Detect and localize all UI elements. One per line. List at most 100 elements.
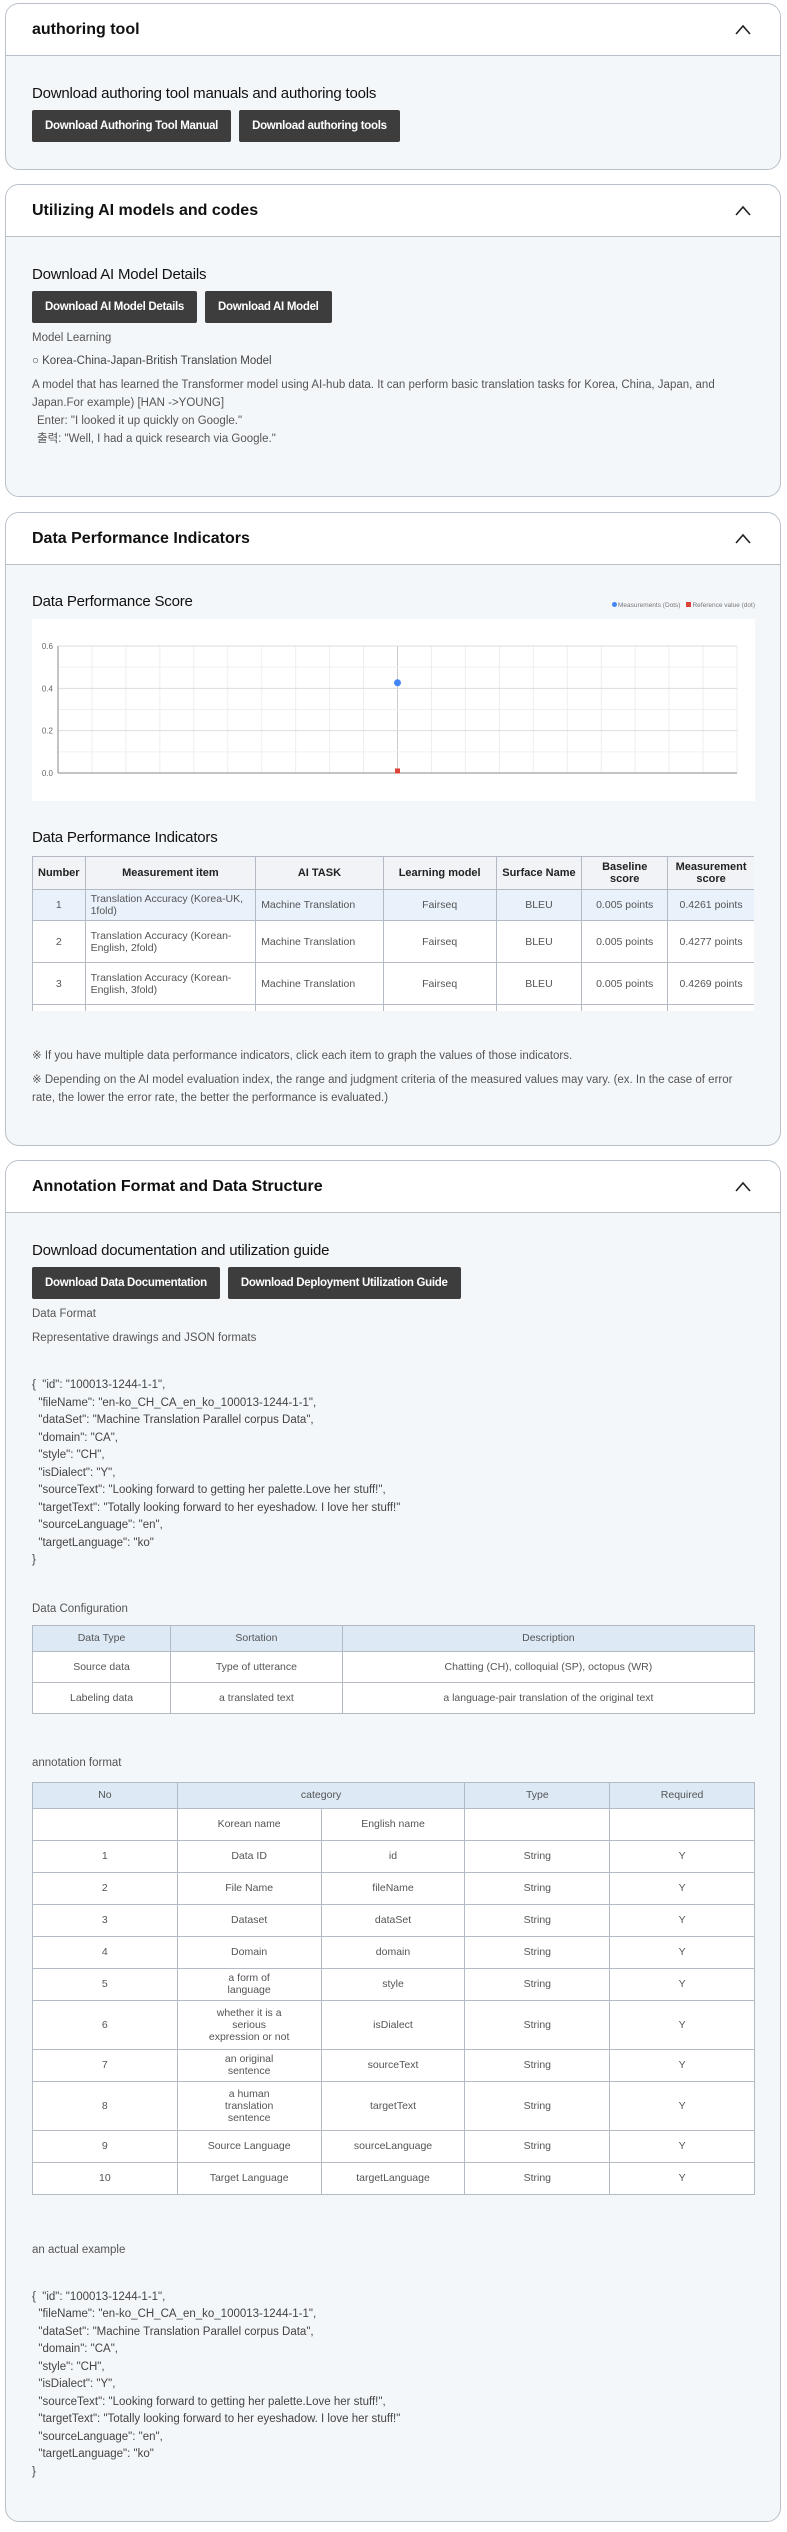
- section-header[interactable]: authoring tool: [6, 4, 780, 56]
- table-row[interactable]: 3 Translation Accuracy (Korean-English, 3…: [32, 962, 754, 1005]
- table-row[interactable]: [32, 1004, 754, 1011]
- json-line: "sourceLanguage": "en",: [32, 2430, 163, 2443]
- table-cell: Y: [609, 1967, 755, 2001]
- table-cell: 3: [32, 962, 86, 1005]
- column-header: Learning model: [382, 856, 497, 890]
- table-cell: 4: [32, 1935, 178, 1969]
- download-ai-model-button[interactable]: Download AI Model: [205, 291, 332, 323]
- json-line: "style": "CH",: [32, 2360, 105, 2373]
- json-line: "isDialect": "Y",: [32, 2378, 116, 2390]
- section-title: Utilizing AI models and codes: [32, 201, 259, 219]
- legend-item-reference: Reference value (dot): [686, 602, 755, 609]
- json-line: "fileName": "en-ko_CH_CA_en_ko_100013-12…: [32, 1396, 317, 1409]
- json-line: { "id": "100013-1244-1-1",: [32, 2290, 166, 2303]
- chevron-up-icon[interactable]: [732, 200, 754, 222]
- column-header: Description: [341, 1624, 756, 1652]
- table-cell: BLEU: [495, 962, 583, 1005]
- json-line: "style": "CH",: [32, 1449, 105, 1461]
- annotation-format-table: No category Type Required Korean name En…: [32, 1781, 755, 2195]
- table-cell: Y: [609, 2161, 755, 2195]
- column-header: Baseline score: [581, 856, 669, 890]
- chart-legend: Measurements (Dots) Reference value (dot…: [611, 602, 755, 609]
- table-cell: Fairseq: [382, 889, 497, 921]
- table-row: Labeling data a translated text a language…: [31, 1681, 756, 1714]
- table-cell: style: [320, 1967, 466, 2001]
- annotation-section: Annotation Format and Data Structure Dow…: [5, 1160, 781, 2522]
- table-cell: 7: [32, 2048, 178, 2082]
- table-row: 1 Data ID id String Y: [32, 1839, 755, 1873]
- section-header[interactable]: Data Performance Indicators: [6, 513, 780, 565]
- json-line: "domain": "CA",: [32, 2343, 118, 2355]
- column-header: Measurement item: [84, 856, 257, 890]
- download-ai-model-details-button[interactable]: Download AI Model Details: [32, 291, 198, 323]
- table-cell: [581, 1004, 669, 1011]
- json-line: "dataSet": "Machine Translation Parallel…: [32, 1414, 314, 1426]
- table-cell: Machine Translation: [255, 920, 384, 963]
- performance-table-scroll[interactable]: Number Measurement item AI TASK Learning mo…: [32, 856, 754, 1011]
- section-title: Annotation Format and Data Structure: [32, 1177, 323, 1195]
- download-authoring-tools-button[interactable]: Download authoring tools: [239, 110, 400, 142]
- y-tick-label: 0.0: [42, 769, 54, 778]
- circle-marker-icon: [611, 602, 617, 607]
- ai-models-section: Utilizing AI models and codes Download A…: [5, 184, 781, 497]
- download-authoring-tool-manual-button[interactable]: Download Authoring Tool Manual: [32, 110, 232, 142]
- table-cell: sourceLanguage: [320, 2129, 466, 2163]
- table-cell: Chatting (CH), colloquial (SP), octopus …: [341, 1650, 756, 1683]
- table-row: 3 Dataset dataSet String Y: [32, 1903, 755, 1937]
- annotation-format-label: annotation format: [32, 1756, 122, 1769]
- square-marker-icon: [686, 602, 692, 607]
- column-header: Surface Name: [495, 856, 583, 890]
- table-cell: Machine Translation: [255, 962, 384, 1005]
- authoring-tool-section: authoring tool Download authoring tool m…: [5, 3, 781, 170]
- y-tick-label: 0.2: [42, 727, 54, 736]
- table-cell: [667, 1004, 754, 1011]
- table-cell: Data ID: [176, 1839, 322, 1873]
- example-input: Enter: "I looked it up quickly on Google…: [37, 415, 243, 427]
- json-line: "targetText": "Totally looking forward t…: [32, 2413, 401, 2425]
- table-cell: File Name: [176, 1871, 322, 1905]
- chevron-up-icon[interactable]: [732, 1176, 754, 1198]
- chevron-up-icon[interactable]: [732, 528, 754, 550]
- table-row: 9 Source Language sourceLanguage String Y: [32, 2129, 755, 2163]
- table-cell: Y: [609, 1935, 755, 1969]
- json-line: "sourceText": "Looking forward to gettin…: [32, 2395, 386, 2408]
- table-cell: Y: [609, 2048, 755, 2082]
- table-cell: Y: [609, 1871, 755, 1905]
- json-actual-example: { "id": "100013-1244-1-1", "fileName": "…: [32, 2289, 754, 2482]
- table-row[interactable]: 2 Translation Accuracy (Korean-English, 2…: [32, 920, 754, 963]
- chevron-up-icon[interactable]: [732, 19, 754, 41]
- table-cell: 9: [32, 2129, 178, 2163]
- table-row: 6 whether it is a serious expression or n…: [32, 1999, 755, 2050]
- table-cell: a form of language: [176, 1967, 322, 2001]
- table-cell: 2: [32, 1871, 178, 1905]
- json-line: "isDialect": "Y",: [32, 1466, 116, 1479]
- section-heading: Download documentation and utilization g…: [32, 1242, 330, 1259]
- table-row: 2 File Name fileName String Y: [32, 1871, 755, 1905]
- table-row: 10 Target Language targetLanguage String Y: [32, 2161, 755, 2195]
- table-cell: a language-pair translation of the origi…: [341, 1681, 756, 1714]
- table-cell: 0.4277 points: [667, 920, 754, 963]
- json-line: "sourceText": "Looking forward to gettin…: [32, 1484, 386, 1496]
- table-cell: dataSet: [320, 1903, 466, 1937]
- example-output: 출력: "Well, I had a quick research via Go…: [37, 433, 276, 445]
- json-line: "dataSet": "Machine Translation Parallel…: [32, 2325, 314, 2338]
- download-utilization-guide-button[interactable]: Download Deployment Utilization Guide: [227, 1267, 461, 1299]
- table-cell: Translation Accuracy (Korea-UK, 1fold): [84, 889, 257, 921]
- measurement-point: [394, 679, 401, 687]
- section-header[interactable]: Utilizing AI models and codes: [6, 185, 780, 237]
- table-cell: an original sentence: [176, 2048, 322, 2082]
- section-header[interactable]: Annotation Format and Data Structure: [6, 1161, 780, 1213]
- table-cell: String: [464, 2080, 611, 2131]
- section-title: authoring tool: [32, 20, 140, 38]
- actual-example-label: an actual example: [32, 2243, 126, 2256]
- table-cell: Type of utterance: [170, 1650, 343, 1683]
- table-cell: isDialect: [320, 1999, 466, 2050]
- table-row: 7 an original sentence sourceText String Y: [32, 2048, 755, 2082]
- performance-section: Data Performance Indicators Data Perform…: [5, 512, 781, 1146]
- table-row[interactable]: 1 Translation Accuracy (Korea-UK, 1fold) M…: [32, 889, 754, 921]
- download-data-documentation-button[interactable]: Download Data Documentation: [32, 1267, 220, 1299]
- table-cell: 10: [32, 2161, 178, 2195]
- table-cell: targetText: [320, 2080, 466, 2131]
